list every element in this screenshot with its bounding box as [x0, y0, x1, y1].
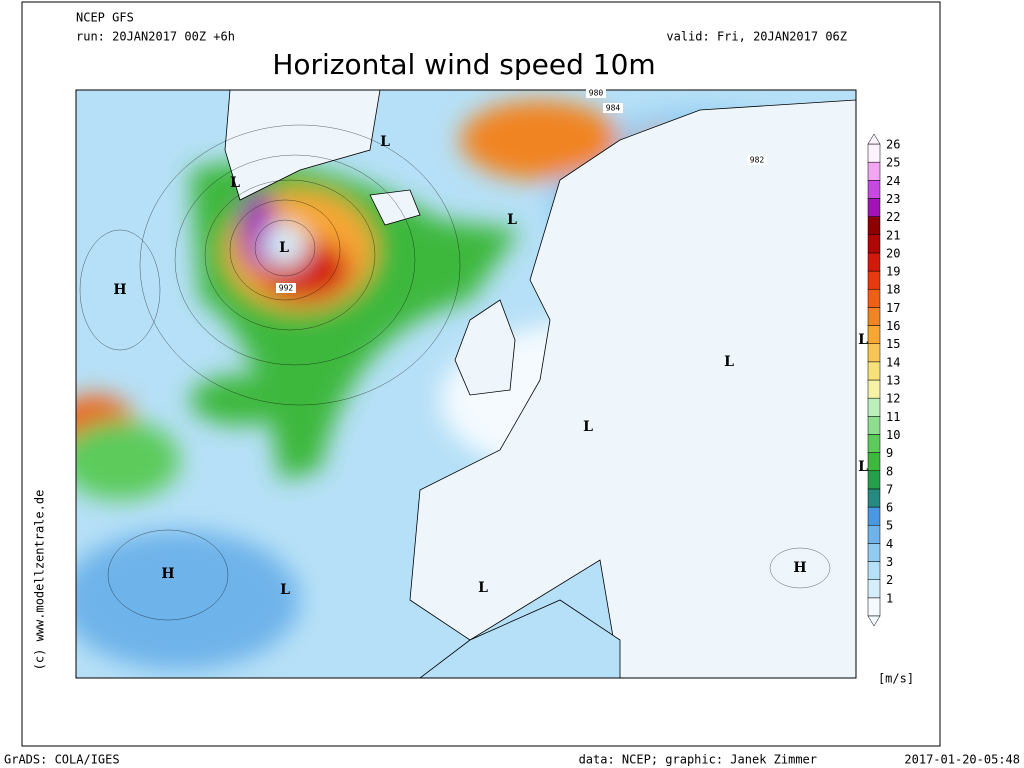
colorbar-label: 2 — [886, 573, 893, 587]
colorbar-label: 7 — [886, 482, 893, 496]
credit: (c) www.modellzentrale.de — [33, 490, 47, 671]
colorbar-label: 6 — [886, 501, 893, 515]
colorbar-swatch — [867, 470, 881, 490]
run: run: 20JAN2017 00Z +6h — [76, 30, 235, 44]
colorbar-label: 12 — [886, 392, 900, 406]
colorbar-swatch — [867, 379, 881, 399]
footer-center: data: NCEP; graphic: Janek Zimmer — [579, 753, 817, 767]
colorbar-swatch — [867, 506, 881, 526]
isobar-label: 982 — [750, 156, 765, 165]
pressure-center: L — [280, 582, 290, 598]
colorbar-label: 3 — [886, 555, 893, 569]
colorbar-swatch — [867, 397, 881, 417]
colorbar-swatch — [867, 579, 881, 599]
colorbar-label: 15 — [886, 337, 900, 351]
unit: [m/s] — [878, 672, 914, 686]
colorbar-swatch — [867, 180, 881, 199]
colorbar-label: 26 — [886, 138, 900, 152]
colorbar-label: 24 — [886, 174, 900, 188]
colorbar-swatch — [867, 234, 881, 254]
isobar-label-box — [747, 155, 767, 165]
pressure-center: H — [793, 560, 806, 576]
colorbar-swatch — [867, 270, 881, 290]
colorbar-label: 4 — [886, 537, 893, 551]
isobar-label-box — [586, 88, 606, 98]
colorbar-swatch — [867, 416, 881, 435]
colorbar-label: 21 — [886, 228, 900, 242]
colorbar-label: 16 — [886, 319, 900, 333]
pressure-center: L — [583, 419, 593, 435]
colorbar-label: 20 — [886, 246, 900, 260]
colorbar-label: 19 — [886, 265, 900, 279]
colorbar-label: 13 — [886, 374, 900, 388]
colorbar-swatch — [867, 561, 881, 580]
colorbar-swatch — [867, 161, 881, 181]
colorbar-swatch — [867, 488, 881, 508]
colorbar-label: 5 — [886, 519, 893, 533]
isobar-label: 984 — [606, 104, 621, 113]
colorbar-swatch — [867, 325, 881, 344]
pressure-center: L — [507, 212, 517, 228]
colorbar-label: 22 — [886, 210, 900, 224]
colorbar-label: 8 — [886, 464, 893, 478]
pressure-center: H — [161, 566, 174, 582]
model: NCEP GFS — [76, 11, 134, 25]
colorbar-label: 11 — [886, 410, 900, 424]
colorbar: 1234567891011121314151617181920212223242… — [867, 133, 900, 627]
colorbar-swatch — [867, 434, 881, 453]
valid: valid: Fri, 20JAN2017 06Z — [666, 30, 847, 44]
map — [76, 90, 856, 678]
colorbar-swatch — [867, 543, 881, 562]
colorbar-swatch — [867, 307, 881, 326]
colorbar-swatch — [867, 198, 881, 217]
colorbar-label: 1 — [886, 591, 893, 605]
footer-right: 2017-01-20-05:48 — [904, 753, 1020, 767]
colorbar-label: 18 — [886, 283, 900, 297]
isobar-label-box — [603, 103, 623, 113]
colorbar-swatch — [867, 143, 881, 163]
colorbar-swatch — [867, 252, 881, 272]
colorbar-swatch — [867, 216, 881, 236]
colorbar-swatch — [867, 361, 881, 381]
pressure-center: L — [279, 240, 289, 256]
colorbar-label: 23 — [886, 192, 900, 206]
colorbar-swatch — [867, 452, 881, 472]
frame — [21, 1, 941, 747]
footer-left: GrADS: COLA/IGES — [4, 753, 120, 767]
colorbar-label: 10 — [886, 428, 900, 442]
pressure-center: H — [113, 282, 126, 298]
pressure-center: L — [724, 354, 734, 370]
colorbar-label: 25 — [886, 156, 900, 170]
pressure-center: L — [380, 134, 390, 150]
colorbar-label: 9 — [886, 446, 893, 460]
colorbar-arrow-bottom — [867, 615, 881, 627]
colorbar-label: 17 — [886, 301, 900, 315]
isobar-label-box — [276, 283, 296, 293]
colorbar-label: 14 — [886, 355, 900, 369]
colorbar-arrow-top — [867, 133, 881, 145]
pressure-center: L — [230, 175, 240, 191]
isobar-label: 992 — [279, 284, 294, 293]
colorbar-swatch — [867, 597, 881, 617]
title: Horizontal wind speed 10m — [272, 48, 655, 81]
isobar-label: 980 — [589, 89, 604, 98]
map-border — [75, 89, 857, 679]
pressure-center: L — [858, 459, 868, 475]
colorbar-swatch — [867, 288, 881, 308]
colorbar-swatch — [867, 524, 881, 544]
pressure-center: L — [478, 580, 488, 596]
colorbar-swatch — [867, 343, 881, 363]
pressure-center: L — [858, 332, 868, 348]
